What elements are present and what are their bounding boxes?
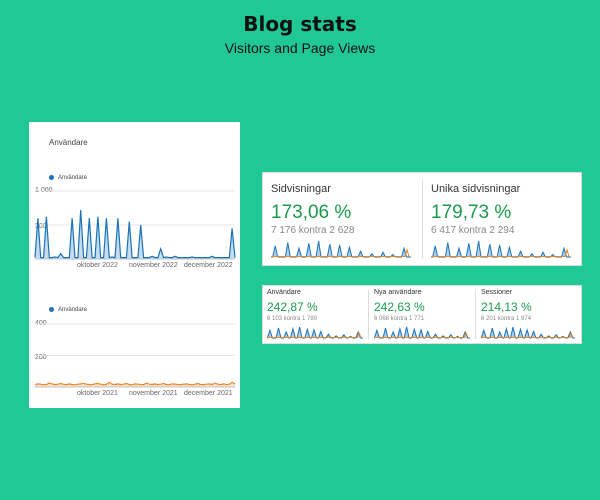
spark-previous-line [267,331,362,338]
series-line [34,381,236,386]
users-chart-panel: Användare Användare 1 000 500 oktober 20… [29,122,240,408]
page-subtitle: Visitors and Page Views [224,40,376,56]
sparkline-unique-pageviews [431,240,571,258]
spark-area [271,241,411,257]
metric-label-pageviews: Sidvisningar [271,183,331,195]
metric-label-sessions: Sessioner [481,289,513,296]
legend-2021: Användare [49,307,87,313]
legend-2022: Användare [49,175,87,181]
ytick-2022-mid: 500 [35,223,47,230]
ytick-2021-mid: 200 [35,354,47,361]
pageviews-card-group: Sidvisningar 173,06 % 7 176 kontra 2 628… [262,172,582,266]
xtick-2022-nov: november 2022 [129,262,178,269]
metric-value-pageviews: 173,06 % [271,202,352,223]
xtick-2022-oct: oktober 2022 [77,262,118,269]
metric-value-sessions: 214,13 % [481,300,532,314]
series-line [34,209,236,259]
users-chart-2021 [34,323,236,388]
metric-sub-unique-pageviews: 6 417 kontra 2 294 [431,225,515,236]
card-divider [422,179,423,259]
legend-label: Användare [58,175,88,182]
legend-dot-icon [49,307,54,312]
metric-value-new-users: 242,63 % [374,300,425,314]
spark-previous-line [271,248,410,257]
sparkline-users [267,327,363,339]
sparkline-pageviews [271,240,411,258]
metric-label-users: Användare [267,289,301,296]
spark-area [431,241,571,257]
card-divider [368,290,369,339]
users-chart-2022 [34,190,236,260]
series-area [35,382,235,387]
metric-sub-pageviews: 7 176 kontra 2 628 [271,225,355,236]
legend-label: Användare [58,307,88,314]
sparkline-sessions [481,327,575,339]
metric-sub-users: 6 103 kontra 1 780 [267,316,318,322]
metric-value-users: 242,87 % [267,300,318,314]
xtick-2021-oct: oktober 2021 [77,390,118,397]
page-title: Blog stats [243,12,357,36]
xtick-2021-nov: november 2021 [129,390,178,397]
spark-previous-line [374,331,469,338]
metric-value-unique-pageviews: 179,73 % [431,202,512,223]
spark-previous-line [481,331,574,338]
metric-label-new-users: Nya användare [374,289,422,296]
xtick-2022-dec: december 2022 [184,262,233,269]
metric-sub-sessions: 6 201 kontra 1 974 [481,316,532,322]
sparkline-new-users [374,327,470,339]
card-divider [475,290,476,339]
metric-label-unique-pageviews: Unika sidvisningar [431,183,521,195]
xtick-2021-dec: december 2021 [184,390,233,397]
panel-title: Användare [49,138,88,147]
users-card-group: Användare 242,87 % 6 103 kontra 1 780 Ny… [262,285,582,344]
spark-previous-line [431,248,570,257]
legend-dot-icon [49,175,54,180]
metric-sub-new-users: 6 068 kontra 1 771 [374,316,425,322]
